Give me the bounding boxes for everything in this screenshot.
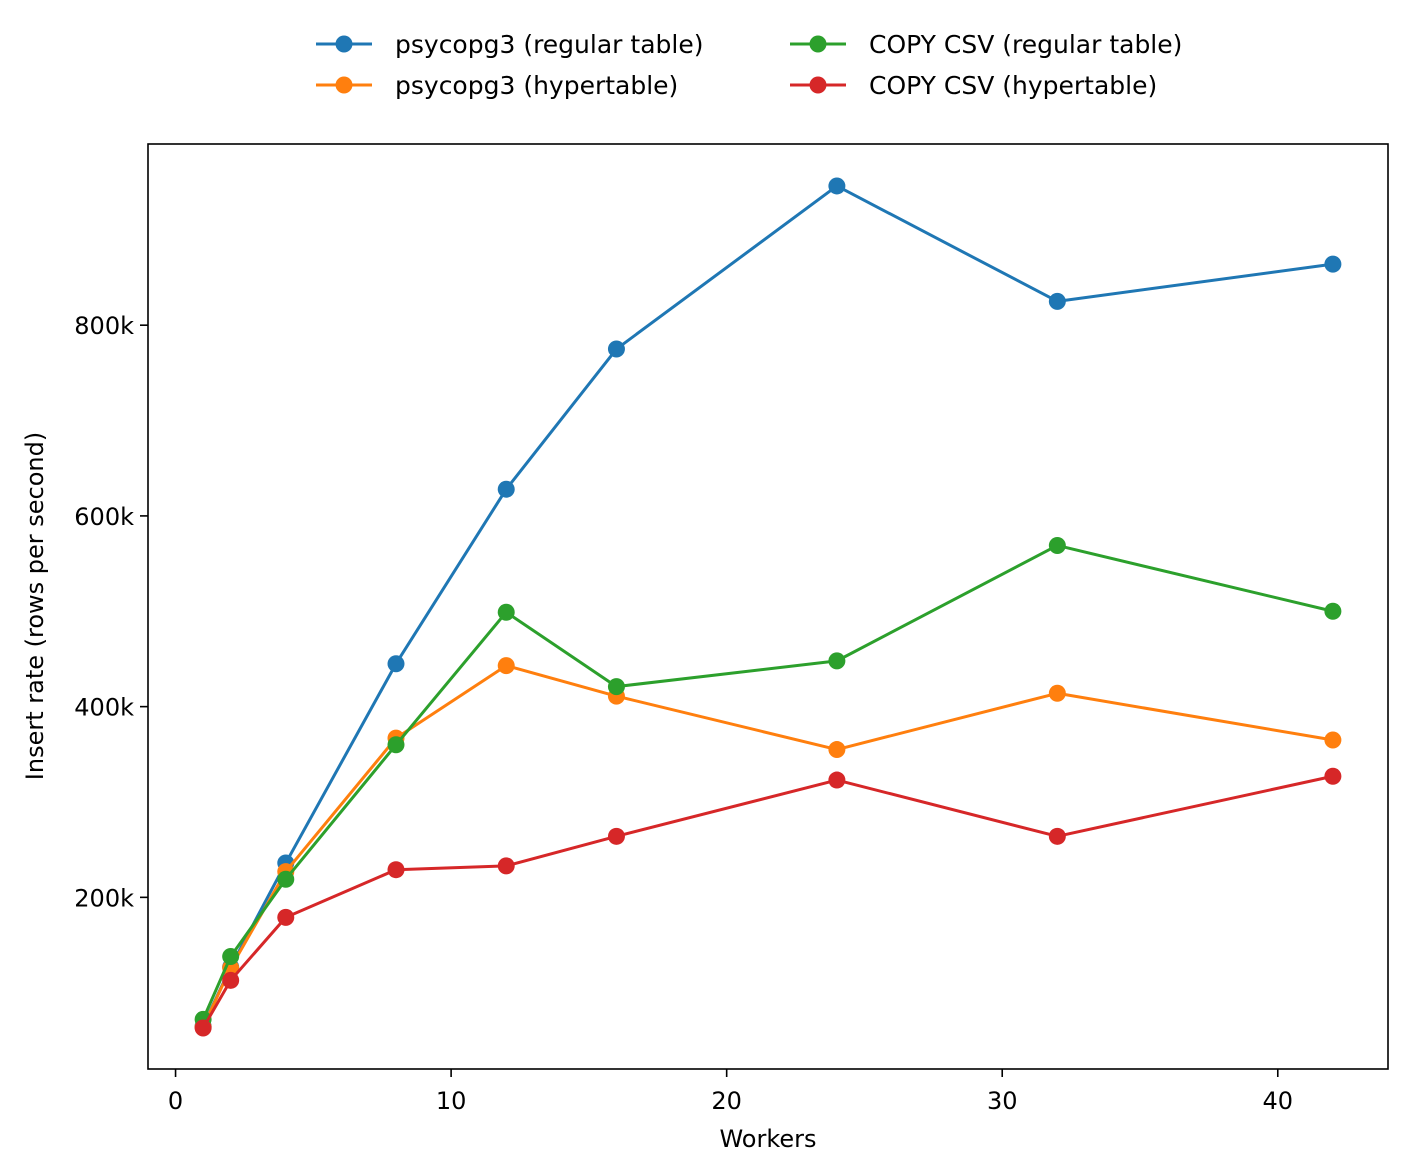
series-line [201, 543, 1334, 1021]
legend-marker [809, 76, 827, 94]
data-point [1048, 684, 1066, 702]
x-axis: 0 10 20 30 40 [168, 1069, 1293, 1115]
data-point [277, 870, 295, 888]
series-0 [194, 177, 1342, 1035]
legend-label: COPY CSV (hypertable) [869, 71, 1157, 100]
y-tick-label: 600k [74, 503, 134, 531]
legend: psycopg3 (regular table) psycopg3 (hypert… [316, 30, 1182, 100]
data-point [497, 480, 515, 498]
y-axis: 200k 400k 600k 800k [74, 312, 148, 912]
data-point [828, 741, 846, 759]
data-point [277, 908, 295, 926]
data-point [828, 177, 846, 195]
data-point [1048, 292, 1066, 310]
y-tick-label: 800k [74, 312, 134, 340]
series-layer [194, 177, 1342, 1037]
data-point [387, 861, 405, 879]
data-point [497, 657, 515, 675]
legend-marker [335, 35, 353, 53]
data-point [497, 857, 515, 875]
data-point [497, 603, 515, 621]
data-point [1048, 536, 1066, 554]
y-tick-label: 200k [74, 884, 134, 912]
x-tick-label: 0 [168, 1087, 183, 1115]
series-3 [194, 767, 1342, 1037]
series-line [201, 184, 1334, 1027]
series-line [201, 664, 1334, 1028]
plot-frame [147, 143, 1389, 1070]
data-point [828, 771, 846, 789]
data-point [387, 736, 405, 754]
legend-item: COPY CSV (regular table) [790, 30, 1182, 59]
x-tick-label: 40 [1263, 1087, 1294, 1115]
legend-item: psycopg3 (regular table) [316, 30, 703, 59]
legend-marker [335, 76, 353, 94]
series-2 [194, 536, 1342, 1028]
data-point [194, 1019, 212, 1037]
data-point [607, 678, 625, 696]
legend-item: COPY CSV (hypertable) [790, 71, 1157, 100]
data-point [607, 827, 625, 845]
data-point [1048, 827, 1066, 845]
legend-label: COPY CSV (regular table) [869, 30, 1182, 59]
legend-label: psycopg3 (regular table) [395, 30, 703, 59]
x-tick-label: 20 [711, 1087, 742, 1115]
data-point [1324, 767, 1342, 785]
data-point [828, 652, 846, 670]
y-axis-label: Insert rate (rows per second) [21, 432, 49, 780]
y-tick-label: 400k [74, 694, 134, 722]
x-tick-label: 30 [987, 1087, 1018, 1115]
data-point [222, 971, 240, 989]
x-axis-label: Workers [719, 1125, 816, 1153]
legend-label: psycopg3 (hypertable) [395, 71, 678, 100]
data-point [1324, 731, 1342, 749]
legend-item: psycopg3 (hypertable) [316, 71, 678, 100]
series-line [201, 774, 1334, 1029]
legend-marker [809, 35, 827, 53]
data-point [387, 655, 405, 673]
data-point [607, 340, 625, 358]
data-point [1324, 255, 1342, 273]
data-point [1324, 602, 1342, 620]
data-point [222, 947, 240, 965]
x-tick-label: 10 [436, 1087, 467, 1115]
